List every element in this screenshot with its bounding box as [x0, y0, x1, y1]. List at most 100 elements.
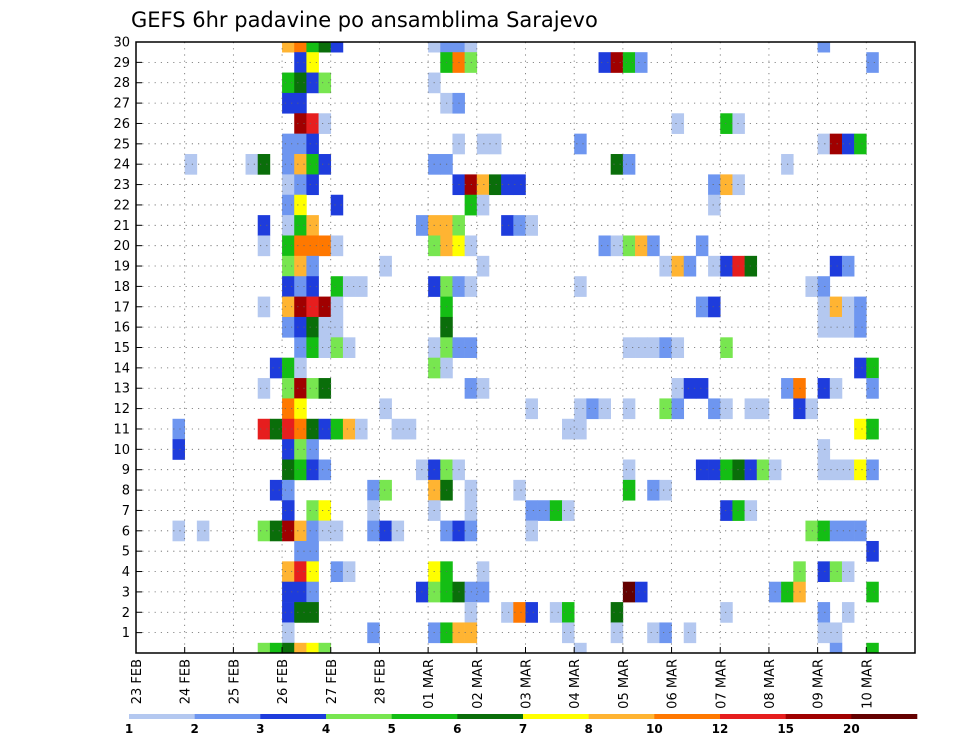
- heatmap-cell: [829, 378, 843, 399]
- heatmap-cell: [318, 500, 332, 521]
- heatmap-cell: [866, 581, 879, 603]
- x-tick-label: 27 FEB: [325, 659, 340, 704]
- x-tick-label: 02 MAR: [471, 659, 486, 709]
- heatmap-cell: [708, 459, 721, 481]
- heatmap-cell: [549, 602, 563, 623]
- x-tick-label: 26 FEB: [276, 659, 291, 704]
- heatmap-cell: [306, 459, 319, 481]
- colorbar-label: 5: [387, 722, 395, 736]
- heatmap-cell: [829, 255, 843, 277]
- heatmap-cell: [294, 581, 307, 603]
- heatmap-cell: [282, 255, 295, 277]
- heatmap-cell: [294, 398, 307, 420]
- heatmap-cell: [525, 398, 538, 420]
- heatmap-cell: [720, 255, 733, 277]
- y-tick-label: 12: [113, 402, 130, 417]
- heatmap-cell: [306, 418, 319, 440]
- y-tick-label: 26: [113, 117, 130, 132]
- heatmap-cell: [671, 113, 685, 134]
- heatmap-cell: [720, 459, 733, 481]
- heatmap-cell: [294, 316, 307, 338]
- heatmap-cell: [196, 520, 210, 542]
- heatmap-cell: [464, 42, 478, 53]
- heatmap-cell: [318, 154, 332, 175]
- y-tick-label: 5: [122, 545, 130, 560]
- heatmap-cell: [501, 602, 514, 623]
- heatmap-cell: [841, 296, 855, 318]
- heatmap-cell: [282, 581, 295, 603]
- heatmap-cell: [257, 642, 271, 654]
- colorbar-swatch: [588, 714, 655, 719]
- heatmap-cell: [488, 174, 502, 196]
- heatmap-cell: [306, 642, 319, 654]
- x-tick-label: 24 FEB: [179, 659, 194, 704]
- heatmap-cell: [732, 174, 745, 196]
- y-tick-label: 19: [113, 260, 130, 275]
- heatmap-cell: [294, 439, 307, 460]
- heatmap-cell: [513, 602, 526, 623]
- heatmap-cell: [598, 235, 612, 257]
- heatmap-cell: [342, 276, 356, 297]
- heatmap-cell: [306, 316, 319, 338]
- heatmap-cell: [282, 642, 295, 654]
- heatmap-cell: [720, 500, 733, 521]
- heatmap-cell: [294, 520, 307, 542]
- heatmap-cell: [574, 398, 587, 420]
- heatmap-cell: [318, 459, 332, 481]
- y-tick-label: 17: [113, 300, 130, 315]
- heatmap-cell: [720, 113, 733, 134]
- heatmap-cell: [318, 113, 332, 134]
- heatmap-cell: [708, 255, 721, 277]
- y-tick-label: 21: [113, 219, 130, 234]
- y-tick-label: 8: [122, 484, 130, 499]
- heatmap-cell: [330, 276, 344, 297]
- heatmap-cell: [282, 479, 295, 501]
- heatmap-cell: [294, 215, 307, 236]
- heatmap-cell: [282, 602, 295, 623]
- heatmap-cell: [330, 418, 344, 440]
- heatmap-cell: [817, 520, 831, 542]
- heatmap-cell: [598, 52, 612, 73]
- heatmap-cell: [854, 357, 867, 379]
- heatmap-cell: [282, 439, 295, 460]
- y-tick-label: 1: [122, 626, 130, 641]
- heatmap-cell: [841, 602, 855, 623]
- heatmap-cell: [269, 642, 283, 654]
- heatmap-cell: [476, 174, 490, 196]
- heatmap-cell: [342, 418, 356, 440]
- heatmap-cell: [598, 398, 612, 420]
- heatmap-cell: [257, 378, 271, 399]
- heatmap-cell: [282, 520, 295, 542]
- heatmap-cell: [282, 72, 295, 94]
- heatmap-cell: [854, 520, 867, 542]
- heatmap-cell: [294, 194, 307, 216]
- heatmap-cell: [476, 255, 490, 277]
- heatmap-cell: [282, 276, 295, 297]
- heatmap-cell: [306, 154, 319, 175]
- heatmap-cell: [622, 459, 636, 481]
- heatmap-cell: [269, 357, 283, 379]
- heatmap-cell: [294, 540, 307, 562]
- heatmap-cell: [330, 561, 344, 583]
- y-tick-label: 2: [122, 606, 130, 621]
- heatmap-cell: [732, 459, 745, 481]
- heatmap-cell: [294, 42, 307, 53]
- heatmap-cell: [306, 215, 319, 236]
- heatmap-cell: [282, 500, 295, 521]
- heatmap-cell: [294, 337, 307, 358]
- heatmap-cell: [708, 194, 721, 216]
- heatmap-cell: [525, 520, 538, 542]
- heatmap-cell: [683, 255, 697, 277]
- colorbar-label: 4: [322, 722, 330, 736]
- heatmap-cell: [282, 194, 295, 216]
- colorbar-swatch: [523, 714, 589, 719]
- x-tick-label: 05 MAR: [617, 659, 632, 709]
- colorbar-label: 15: [777, 722, 794, 736]
- heatmap-cell: [172, 520, 185, 542]
- heatmap-cell: [817, 378, 831, 399]
- heatmap-cell: [647, 235, 660, 257]
- heatmap-cell: [622, 235, 636, 257]
- heatmap-cell: [829, 520, 843, 542]
- heatmap-cell: [440, 42, 453, 53]
- colorbar-swatch: [326, 714, 392, 719]
